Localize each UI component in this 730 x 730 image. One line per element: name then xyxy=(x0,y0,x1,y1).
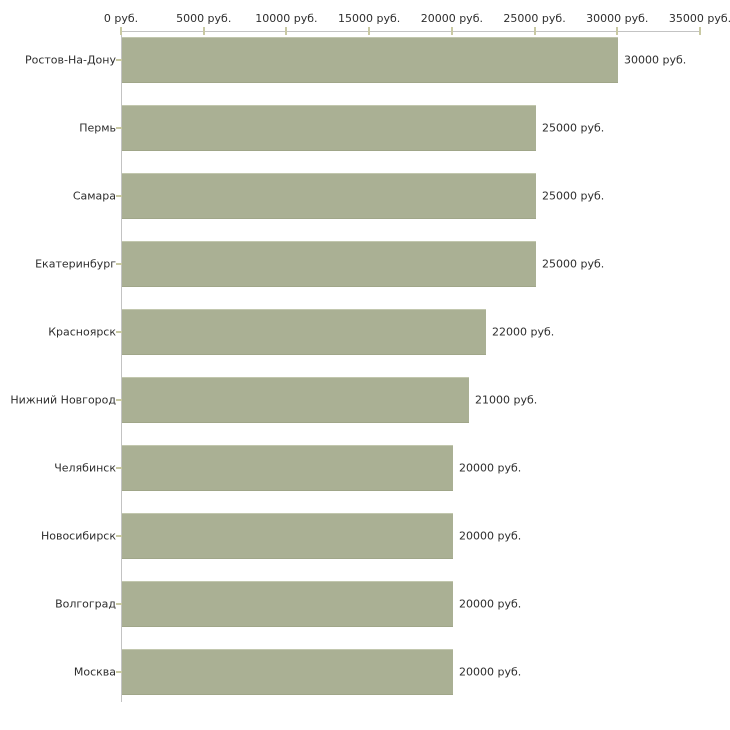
bar-4 xyxy=(122,309,486,355)
x-tick-mark xyxy=(616,27,619,35)
category-label: Москва xyxy=(73,665,116,679)
bar-6 xyxy=(122,445,453,491)
bar-3 xyxy=(122,241,536,287)
value-label: 25000 руб. xyxy=(542,257,605,271)
x-tick-label: 20000 руб. xyxy=(420,12,483,25)
bar-7 xyxy=(122,513,453,559)
value-label: 20000 руб. xyxy=(459,597,522,611)
y-tick-mark xyxy=(116,603,122,605)
x-tick-mark xyxy=(120,27,122,35)
y-tick-mark xyxy=(116,399,122,401)
bar-8 xyxy=(122,581,453,627)
x-tick-mark xyxy=(202,27,205,35)
x-tick-label: 35000 руб. xyxy=(668,12,730,25)
value-label: 25000 руб. xyxy=(542,189,605,203)
x-tick-label: 5000 руб. xyxy=(176,12,232,25)
x-axis-line xyxy=(121,31,701,32)
y-tick-mark xyxy=(116,59,122,61)
x-tick-label: 30000 руб. xyxy=(586,12,649,25)
value-label: 30000 руб. xyxy=(624,53,687,67)
value-label: 20000 руб. xyxy=(459,529,522,543)
category-label: Пермь xyxy=(79,121,116,135)
category-label: Самара xyxy=(72,189,116,203)
bar-1 xyxy=(122,105,536,151)
bar-2 xyxy=(122,173,536,219)
x-tick-label: 0 руб. xyxy=(103,12,139,25)
x-tick-mark xyxy=(533,27,536,35)
value-label: 22000 руб. xyxy=(492,325,555,339)
category-label: Нижний Новгород xyxy=(10,393,116,407)
y-tick-mark xyxy=(116,195,122,197)
y-tick-mark xyxy=(116,263,122,265)
category-label: Красноярск xyxy=(48,325,116,339)
y-axis-line xyxy=(121,31,122,702)
y-tick-mark xyxy=(116,127,122,129)
x-tick-mark xyxy=(368,27,371,35)
x-tick-label: 25000 руб. xyxy=(503,12,566,25)
category-label: Челябинск xyxy=(54,461,116,475)
bar-0 xyxy=(122,37,618,83)
x-tick-label: 10000 руб. xyxy=(255,12,318,25)
category-label: Волгоград xyxy=(55,597,116,611)
x-tick-mark xyxy=(285,27,288,35)
category-label: Екатеринбург xyxy=(35,257,116,271)
value-label: 25000 руб. xyxy=(542,121,605,135)
x-tick-mark xyxy=(450,27,453,35)
y-tick-mark xyxy=(116,467,122,469)
value-label: 20000 руб. xyxy=(459,461,522,475)
bar-5 xyxy=(122,377,469,423)
y-tick-mark xyxy=(116,535,122,537)
y-tick-mark xyxy=(116,331,122,333)
x-tick-mark xyxy=(699,27,701,35)
x-tick-label: 15000 руб. xyxy=(338,12,401,25)
bar-9 xyxy=(122,649,453,695)
category-label: Новосибирск xyxy=(40,529,116,543)
value-label: 21000 руб. xyxy=(475,393,538,407)
value-label: 20000 руб. xyxy=(459,665,522,679)
category-label: Ростов-На-Дону xyxy=(24,53,116,67)
y-tick-mark xyxy=(116,671,122,673)
